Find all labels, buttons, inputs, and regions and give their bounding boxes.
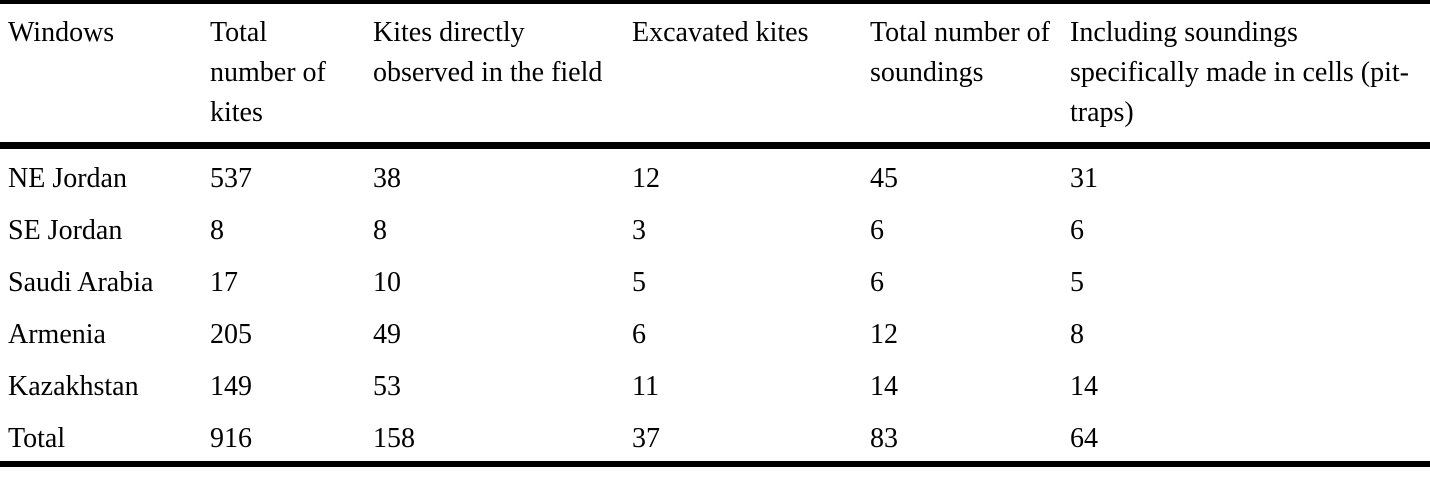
- table-cell: 49: [373, 319, 401, 350]
- table-cell: 149: [210, 371, 252, 402]
- table-cell: 37: [632, 423, 660, 454]
- table-cell: 14: [1070, 371, 1098, 402]
- table-cell: 31: [1070, 163, 1098, 194]
- column-header: Excavated kites: [632, 17, 809, 48]
- row-label-cell: Total: [8, 423, 66, 454]
- row-label-cell: NE Jordan: [8, 163, 127, 194]
- table-row: Saudi Arabia 17 10 5 6 5: [0, 253, 1430, 305]
- table-cell: 38: [373, 163, 401, 194]
- row-label-cell: Saudi Arabia: [8, 267, 154, 298]
- table-cell: 8: [210, 215, 224, 246]
- table-cell: 12: [870, 319, 898, 350]
- table-cell: 5: [632, 267, 646, 298]
- table-cell: 8: [1070, 319, 1084, 350]
- table-row: Total 916 158 37 83 64: [0, 409, 1430, 464]
- row-label-cell: Armenia: [8, 319, 106, 350]
- table-cell: 205: [210, 319, 252, 350]
- table-cell: 83: [870, 423, 898, 454]
- table-cell: 17: [210, 267, 238, 298]
- table-body: NE Jordan 537 38 12 45 31 SE Jordan 8 8 3 6 6 Saudi …: [0, 146, 1430, 465]
- table-row: Kazakhstan 149 53 11 14 14: [0, 357, 1430, 409]
- row-label-cell: Kazakhstan: [8, 371, 139, 402]
- table-cell: 916: [210, 423, 252, 454]
- table-cell: 11: [632, 371, 659, 402]
- table-cell: 5: [1070, 267, 1084, 298]
- table-cell: 6: [870, 215, 884, 246]
- column-header: Kites directly observed in the field: [373, 17, 603, 88]
- column-header: Windows: [8, 17, 115, 48]
- table-cell: 8: [373, 215, 387, 246]
- table-row: NE Jordan 537 38 12 45 31: [0, 146, 1430, 202]
- header-row: Windows Total number of kites Kites direct…: [0, 2, 1430, 146]
- table-cell: 6: [1070, 215, 1084, 246]
- table-cell: 6: [632, 319, 646, 350]
- table-cell: 10: [373, 267, 401, 298]
- column-header: Total number of soundings: [870, 17, 1050, 88]
- table-row: Armenia 205 49 6 12 8: [0, 305, 1430, 357]
- table-cell: 12: [632, 163, 660, 194]
- column-header: Total number of kites: [210, 17, 326, 128]
- table-cell: 537: [210, 163, 252, 194]
- table-cell: 6: [870, 267, 884, 298]
- row-label-cell: SE Jordan: [8, 215, 123, 246]
- table-cell: 158: [373, 423, 415, 454]
- table-cell: 14: [870, 371, 898, 402]
- table-cell: 3: [632, 215, 646, 246]
- kites-statistics-table: Windows Total number of kites Kites direct…: [0, 0, 1430, 467]
- column-header: Including soundings specifically made in…: [1070, 17, 1409, 128]
- table-cell: 45: [870, 163, 898, 194]
- table-cell: 64: [1070, 423, 1098, 454]
- table-cell: 53: [373, 371, 401, 402]
- table-row: SE Jordan 8 8 3 6 6: [0, 201, 1430, 253]
